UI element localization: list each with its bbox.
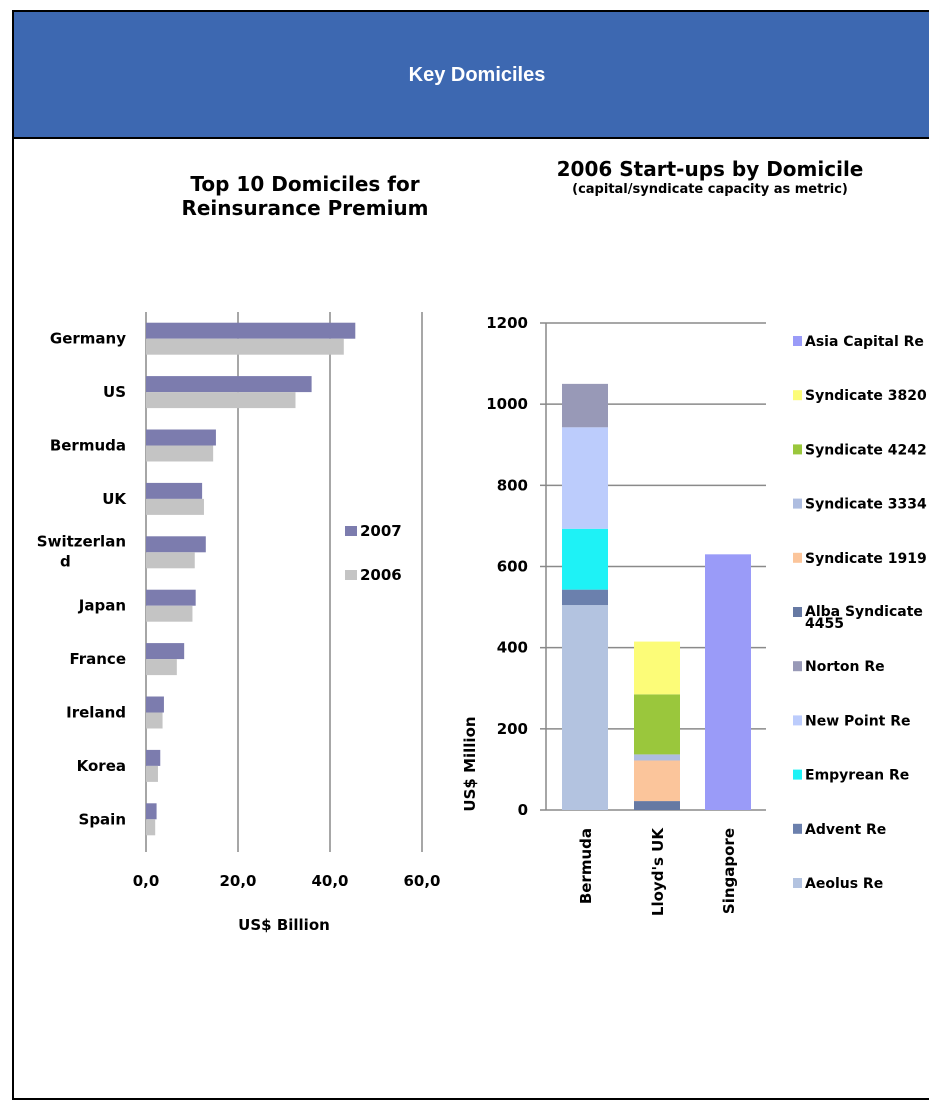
x-tick-label: 0,0 bbox=[133, 872, 160, 890]
x-tick-label: 40,0 bbox=[311, 872, 348, 890]
legend-swatch-2007 bbox=[345, 526, 357, 536]
legend-swatch-Syndicate 3334 bbox=[793, 498, 802, 509]
segment-Norton Re-Bermuda bbox=[562, 383, 608, 428]
page-title: Key Domiciles bbox=[408, 64, 546, 86]
y-category-label: Korea bbox=[77, 757, 126, 775]
y-category-label: France bbox=[69, 650, 126, 668]
legend-label-2006: 2006 bbox=[360, 566, 402, 584]
legend-swatch-New Point Re bbox=[793, 715, 802, 726]
y-category-label: US bbox=[103, 383, 126, 401]
left-chart-title: Top 10 Domiciles for Reinsurance Premium bbox=[181, 172, 429, 220]
segment-Syndicate 3820-Lloyd's UK bbox=[634, 641, 680, 695]
legend-label-Alba Syndicate 4455-cont: 4455 bbox=[805, 616, 844, 632]
right-chart-subtitle: (capital/syndicate capacity as metric) bbox=[572, 182, 848, 197]
legend-label-Asia Capital Re: Asia Capital Re bbox=[805, 334, 924, 350]
y-tick-label: 400 bbox=[497, 639, 528, 657]
legend-swatch-Syndicate 3820 bbox=[793, 390, 802, 401]
bar-2007-Spain bbox=[146, 803, 157, 820]
bar-2006-France bbox=[146, 659, 177, 676]
bar-2007-Switzerland bbox=[146, 536, 206, 553]
bar-2006-UK bbox=[146, 498, 204, 515]
x-tick-label: 20,0 bbox=[219, 872, 256, 890]
y-category-label: UK bbox=[102, 490, 127, 508]
y-tick-label: 200 bbox=[497, 720, 528, 738]
y-category-label: Switzerlan bbox=[37, 532, 126, 550]
bar-2007-Japan bbox=[146, 589, 196, 606]
legend-label-Alba Syndicate 4455: Alba Syndicate bbox=[805, 604, 923, 620]
y-category-label: Ireland bbox=[66, 704, 126, 722]
legend-label-Aeolus Re: Aeolus Re bbox=[805, 876, 883, 892]
legend-label-Syndicate 1919: Syndicate 1919 bbox=[805, 551, 927, 567]
legend-label-Syndicate 3334: Syndicate 3334 bbox=[805, 497, 927, 513]
bar-2006-Spain bbox=[146, 819, 156, 836]
segment-Alba Syndicate 4455-Lloyd's UK bbox=[634, 801, 680, 810]
bar-2006-Switzerland bbox=[146, 552, 195, 569]
bar-2007-Ireland bbox=[146, 696, 164, 713]
legend-swatch-Alba Syndicate 4455 bbox=[793, 607, 802, 617]
segment-Asia Capital Re-Singapore bbox=[705, 554, 751, 810]
x-category-label: Lloyd's UK bbox=[649, 827, 667, 916]
bar-2006-Germany bbox=[146, 338, 344, 355]
bar-2006-Japan bbox=[146, 605, 193, 622]
y-category-label: Bermuda bbox=[50, 437, 126, 455]
y-tick-label: 1000 bbox=[486, 395, 528, 413]
y-category-label: Japan bbox=[78, 597, 126, 615]
x-tick-label: 60,0 bbox=[403, 872, 440, 890]
y-category-label: Spain bbox=[79, 810, 126, 828]
y-category-label: Germany bbox=[50, 330, 126, 348]
bar-2007-France bbox=[146, 643, 185, 660]
legend-label-New Point Re: New Point Re bbox=[805, 713, 911, 729]
legend-swatch-Advent Re bbox=[793, 823, 802, 834]
bar-2007-UK bbox=[146, 482, 203, 499]
y-tick-label: 800 bbox=[497, 476, 528, 494]
legend-label-Syndicate 3820: Syndicate 3820 bbox=[805, 388, 927, 404]
legend-label-2007: 2007 bbox=[360, 522, 402, 540]
bar-2006-US bbox=[146, 392, 296, 409]
y-tick-label: 1200 bbox=[486, 314, 528, 332]
x-category-label: Bermuda bbox=[577, 828, 595, 904]
segment-Advent Re-Bermuda bbox=[562, 589, 608, 606]
bar-2007-Bermuda bbox=[146, 429, 216, 446]
segment-Syndicate 3334-Lloyd's UK bbox=[634, 754, 680, 761]
bar-2007-US bbox=[146, 376, 312, 393]
bar-2006-Ireland bbox=[146, 712, 163, 729]
legend-label-Norton Re: Norton Re bbox=[805, 659, 885, 675]
x-axis-title: US$ Billion bbox=[238, 916, 330, 934]
legend-swatch-Asia Capital Re bbox=[793, 336, 802, 346]
segment-New Point Re-Bermuda bbox=[562, 427, 608, 529]
segment-Empyrean Re-Bermuda bbox=[562, 528, 608, 590]
y-tick-label: 600 bbox=[497, 558, 528, 576]
legend-label-Empyrean Re: Empyrean Re bbox=[805, 768, 909, 784]
header-banner: Key Domiciles bbox=[12, 10, 929, 139]
bar-2007-Germany bbox=[146, 322, 356, 339]
legend-swatch-Norton Re bbox=[793, 661, 802, 672]
legend-swatch-Aeolus Re bbox=[793, 878, 802, 888]
segment-Syndicate 4242-Lloyd's UK bbox=[634, 694, 680, 755]
legend-swatch-Syndicate 1919 bbox=[793, 552, 802, 563]
legend-swatch-Empyrean Re bbox=[793, 769, 802, 780]
y-category-label: d bbox=[60, 552, 71, 570]
bar-2006-Bermuda bbox=[146, 445, 214, 462]
legend-swatch-Syndicate 4242 bbox=[793, 444, 802, 455]
y-tick-label: 0 bbox=[518, 801, 528, 819]
bar-2007-Korea bbox=[146, 749, 161, 766]
right-chart-title: 2006 Start-ups by Domicile bbox=[556, 157, 864, 181]
y-axis-title: US$ Million bbox=[461, 716, 479, 811]
legend-swatch-2006 bbox=[345, 570, 357, 580]
segment-Syndicate 1919-Lloyd's UK bbox=[634, 760, 680, 802]
segment-Aeolus Re-Bermuda bbox=[562, 605, 608, 810]
x-category-label: Singapore bbox=[720, 828, 738, 914]
bar-2006-Korea bbox=[146, 765, 158, 782]
legend-label-Advent Re: Advent Re bbox=[805, 822, 886, 838]
legend-label-Syndicate 4242: Syndicate 4242 bbox=[805, 442, 927, 458]
